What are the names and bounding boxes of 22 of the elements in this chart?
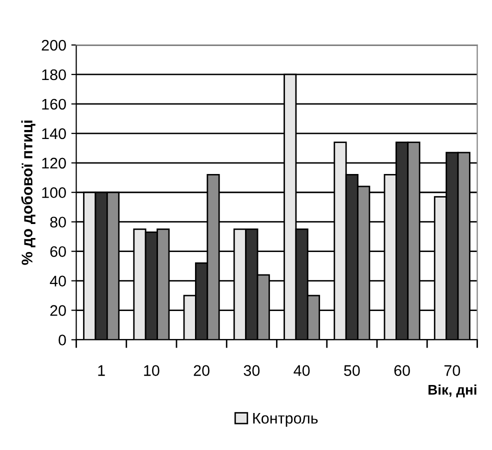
y-tick-label: 160	[42, 98, 66, 110]
x-tick-label: 70	[444, 365, 460, 376]
x-axis-title: Вік, дні	[428, 384, 476, 398]
legend-label: Контроль	[253, 413, 318, 427]
y-tick-label: 20	[50, 305, 66, 316]
y-tick-label: 120	[42, 158, 66, 169]
x-tick-label: 40	[294, 365, 310, 376]
x-tick-label: 1	[98, 365, 105, 376]
y-tick-label: 140	[42, 128, 66, 140]
y-tick-label: 180	[42, 69, 66, 80]
x-tick-label: 50	[344, 365, 360, 376]
x-tick-label: 10	[144, 365, 160, 376]
y-tick-label: 60	[50, 246, 66, 258]
x-tick-label: 20	[194, 365, 210, 376]
x-tick-label: 30	[244, 365, 260, 376]
y-tick-label: 0	[58, 334, 66, 346]
y-axis-title: % до добової птиці	[21, 120, 36, 265]
x-tick-label: 60	[394, 365, 410, 376]
y-tick-label: 100	[42, 187, 66, 198]
y-tick-label: 40	[50, 276, 66, 286]
y-tick-label: 80	[50, 216, 66, 228]
y-tick-label: 200	[42, 40, 66, 51]
